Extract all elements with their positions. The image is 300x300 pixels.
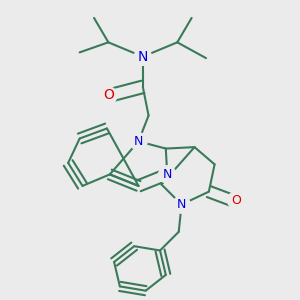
Circle shape	[227, 192, 245, 209]
Circle shape	[173, 196, 190, 213]
Circle shape	[130, 133, 147, 150]
Circle shape	[134, 48, 152, 65]
Circle shape	[100, 87, 117, 104]
Text: N: N	[177, 198, 186, 211]
Text: N: N	[138, 50, 148, 64]
Text: N: N	[134, 135, 143, 148]
Text: O: O	[103, 88, 114, 102]
Circle shape	[159, 166, 176, 183]
Text: O: O	[231, 194, 241, 207]
Text: N: N	[163, 168, 172, 181]
